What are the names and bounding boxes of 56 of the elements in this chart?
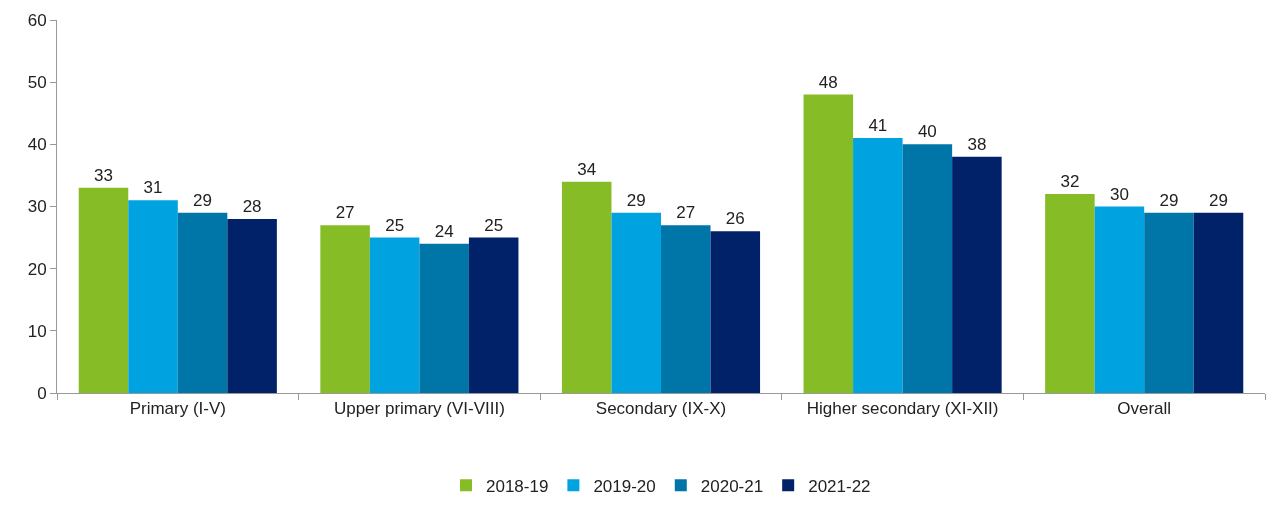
bar [853, 138, 903, 393]
data-label: 41 [868, 116, 888, 136]
bar [177, 212, 228, 393]
y-tick-label: 0 [37, 383, 47, 403]
x-tick-label: Secondary (IX-X) [595, 399, 727, 419]
bar [1045, 194, 1095, 393]
data-label: 29 [193, 190, 213, 210]
data-label: 40 [917, 122, 937, 142]
data-label: 29 [626, 190, 646, 210]
x-tick-label: Higher secondary (XI-XII) [806, 399, 999, 419]
bar [803, 94, 854, 393]
data-label: 24 [434, 221, 454, 241]
bar [419, 243, 469, 393]
bar [227, 218, 277, 393]
data-label: 33 [94, 165, 113, 185]
legend-label: 2021-22 [808, 476, 871, 496]
bar [320, 225, 370, 393]
bar [78, 187, 129, 393]
data-label: 25 [385, 215, 405, 235]
y-tick-label: 10 [27, 321, 47, 341]
y-tick-label: 20 [27, 259, 47, 279]
bar [369, 237, 420, 393]
data-label: 48 [818, 72, 838, 92]
legend-label: 2019-20 [593, 476, 656, 496]
legend-label: 2020-21 [700, 476, 764, 496]
data-label: 34 [577, 159, 597, 179]
x-tick-label: Overall [1117, 399, 1172, 419]
y-tick-label: 40 [27, 135, 47, 155]
data-label: 30 [1109, 184, 1129, 204]
data-label: 28 [242, 196, 262, 216]
data-label: 32 [1060, 172, 1080, 192]
y-tick-label: 30 [27, 197, 47, 217]
bar [468, 237, 519, 393]
x-tick-label: Upper primary (VI-VIII) [333, 399, 505, 419]
bar [661, 225, 711, 393]
y-tick-label: 50 [27, 73, 47, 93]
bar [1193, 212, 1244, 393]
data-label: 31 [143, 178, 163, 198]
data-label: 27 [676, 203, 696, 223]
bar [128, 200, 178, 393]
bar [611, 212, 661, 393]
x-tick-label: Primary (I-V) [129, 399, 226, 419]
data-label: 38 [967, 134, 987, 154]
data-label: 25 [484, 215, 504, 235]
bar [1094, 206, 1145, 393]
data-label: 26 [725, 209, 745, 229]
data-label: 27 [335, 203, 355, 223]
bar [902, 144, 953, 393]
bar [1144, 212, 1194, 393]
bar [710, 231, 761, 393]
y-tick-label: 60 [27, 10, 47, 30]
legend-label: 2018-19 [486, 476, 549, 496]
data-label: 29 [1159, 190, 1179, 210]
bar [561, 181, 612, 393]
bar [952, 156, 1002, 393]
data-label: 29 [1209, 190, 1228, 210]
